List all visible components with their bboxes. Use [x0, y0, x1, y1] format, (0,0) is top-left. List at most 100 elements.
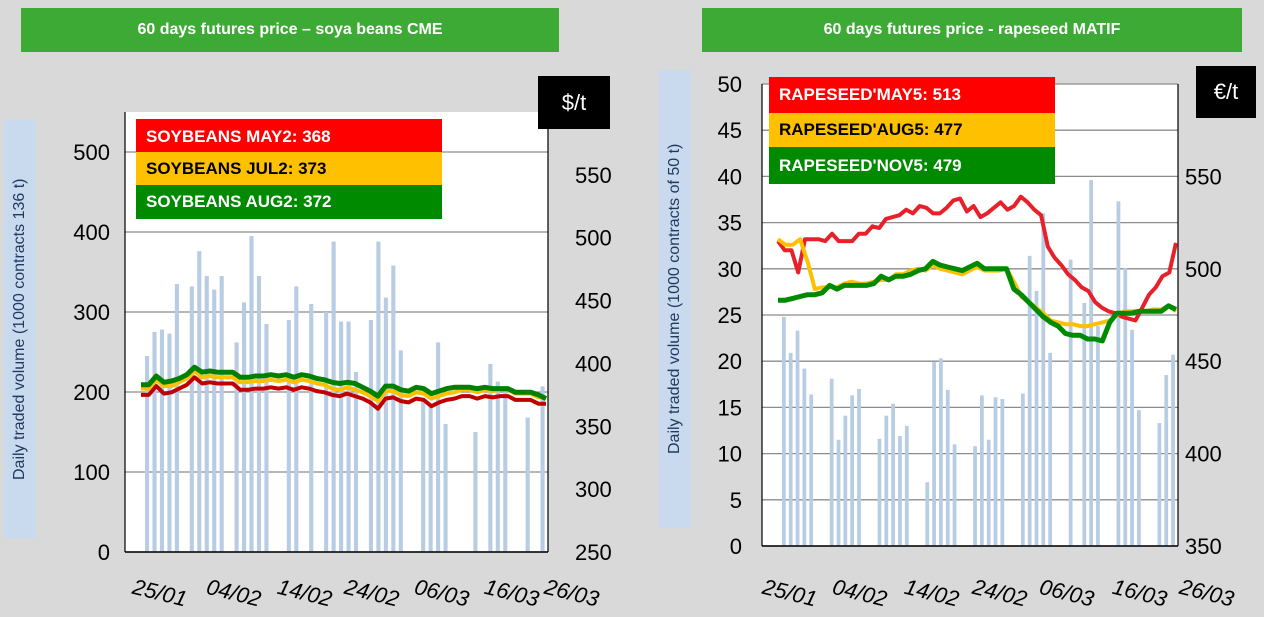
chart2-x-tick-label: 16/03 — [1110, 574, 1170, 612]
chart2-volume-bar — [1130, 329, 1134, 546]
chart2-volume-bar — [980, 395, 984, 546]
chart2-volume-bar — [877, 438, 882, 546]
chart2-x-tick-label: 06/03 — [1037, 574, 1097, 612]
chart2-volume-bar — [1164, 375, 1169, 546]
chart2-volume-bar — [1041, 213, 1046, 547]
chart1-price-line-may — [141, 375, 546, 411]
chart1-legend-aug: SOYBEANS AUG2: 372 — [136, 185, 442, 219]
chart1-volume-bar — [167, 333, 172, 552]
chart1-x-tick-label: 25/01 — [129, 574, 189, 612]
chart2-volume-bar — [788, 352, 793, 546]
chart1-volume-bar — [398, 350, 403, 552]
chart1-title-banner: 60 days futures price – soya beans CME — [21, 8, 559, 52]
chart2-volume-bar — [884, 415, 889, 546]
chart1-x-tick-label: 16/03 — [482, 574, 542, 612]
chart2-volume-bar — [1096, 326, 1100, 546]
chart2-volume-bar — [1116, 201, 1121, 546]
chart1-volume-bar — [197, 251, 202, 552]
chart1-y2-tick-label: 550 — [575, 163, 612, 188]
chart1-volume-bar — [540, 386, 545, 552]
chart2-volume-bar — [1089, 180, 1093, 546]
chart2-volume-bar — [891, 403, 895, 546]
chart2-y2-tick-label: 550 — [1185, 164, 1222, 189]
chart1-volume-bar — [286, 320, 291, 552]
chart1-volume-bar — [488, 364, 493, 552]
chart2-volume-bar — [857, 388, 861, 546]
chart2-volume-bar — [802, 368, 807, 546]
chart1-volume-bar — [219, 276, 224, 552]
chart2-y2-tick-label: 400 — [1185, 442, 1222, 467]
chart1-volume-bar — [473, 432, 478, 552]
chart1-volume-bar — [339, 321, 344, 552]
chart1-price-line-jul-aug — [141, 369, 546, 404]
chart2-y-tick-label: 15 — [718, 395, 742, 420]
chart2-volume-bar — [904, 425, 909, 546]
chart2-y-tick-label: 35 — [718, 211, 742, 236]
chart2-x-tick-label: 26/03 — [1176, 574, 1237, 612]
chart1-volume-bar — [234, 342, 239, 552]
chart2-x-tick-label: 04/02 — [830, 574, 889, 612]
chart1-volume-bar — [421, 400, 426, 552]
chart1-y2-tick-label: 500 — [575, 226, 612, 251]
chart2-volume-bar — [1137, 410, 1141, 546]
chart2-x-tick-label: 24/02 — [969, 574, 1029, 612]
chart2-y-tick-label: 40 — [718, 164, 742, 189]
chart2-volume-bar — [1020, 393, 1025, 546]
chart1-volume-bar — [189, 286, 194, 552]
chart2-volume-bar — [973, 446, 977, 546]
chart2-volume-bar — [1027, 255, 1032, 546]
chart1-volume-bar — [391, 265, 396, 552]
chart2-volume-bar — [1034, 290, 1039, 546]
chart1-legend-jul: SOYBEANS JUL2: 373 — [136, 152, 442, 185]
chart2-y-tick-label: 10 — [718, 442, 742, 467]
chart1-y-axis-label: Daily traded volume (1000 contracts 136 … — [4, 120, 36, 538]
chart2-volume-bar — [986, 439, 991, 546]
chart1-volume-bar — [324, 312, 329, 552]
chart2-volume-bar — [993, 397, 998, 546]
chart1-volume-bar — [503, 392, 508, 552]
chart1-volume-bar — [145, 356, 150, 552]
chart2-y2-tick-label: 500 — [1185, 257, 1222, 282]
chart2-volume-bar — [1123, 267, 1128, 546]
chart2-volume-bar — [1082, 302, 1087, 546]
chart2-price-line-aug-nov — [778, 258, 1178, 344]
chart2-x-tick-label: 14/02 — [902, 574, 961, 612]
chart2-volume-bar — [850, 395, 855, 546]
chart1-y2-tick-label: 250 — [575, 540, 612, 565]
chart1-volume-bar — [436, 342, 441, 552]
chart2-volume-bar — [952, 444, 957, 546]
chart2-y2-tick-label: 350 — [1185, 534, 1222, 559]
chart1-price-line-aug-nov — [141, 364, 548, 401]
chart1-y-tick-label: 300 — [73, 300, 110, 325]
chart2-volume-bar — [1157, 423, 1162, 546]
chart1-legend-may: SOYBEANS MAY2: 368 — [136, 119, 442, 154]
chart2-legend-may: RAPESEED'MAY5: 513 — [769, 77, 1055, 113]
chart2-volume-bar — [945, 389, 950, 546]
chart1-volume-bar — [368, 320, 373, 552]
chart1-volume-bar — [242, 302, 247, 552]
chart2-volume-bar — [843, 415, 848, 546]
chart1-y-tick-label: 0 — [98, 540, 110, 565]
chart2-volume-bar — [829, 378, 834, 546]
chart2-x-tick-label: 25/01 — [759, 574, 819, 612]
chart2-volume-bar — [1048, 352, 1053, 546]
chart2-volume-bar — [932, 362, 936, 546]
chart1-volume-bar — [525, 417, 530, 552]
chart1-y-tick-label: 200 — [73, 380, 110, 405]
chart2-volume-bar — [1171, 354, 1175, 546]
chart2-volume-bar — [836, 439, 841, 546]
chart1-unit-label: $/t — [538, 76, 610, 129]
chart2-unit-label: €/t — [1196, 66, 1256, 118]
chart2-volume-bar — [925, 482, 930, 546]
chart2-y-axis-label: Daily traded volume (1000 contracts of 5… — [659, 70, 691, 528]
chart2-y-tick-label: 45 — [718, 118, 742, 143]
chart1-y2-tick-label: 400 — [575, 351, 612, 376]
chart1-y2-tick-label: 300 — [575, 477, 612, 502]
chart1-x-tick-label: 14/02 — [275, 574, 334, 612]
chart1-y-tick-label: 100 — [73, 460, 110, 485]
chart1-volume-bar — [204, 276, 209, 552]
chart2-volume-bar — [939, 358, 943, 546]
chart1-volume-bar — [383, 297, 388, 552]
chart2-volume-bar — [1068, 259, 1073, 546]
chart2-volume-bar — [1000, 399, 1005, 546]
